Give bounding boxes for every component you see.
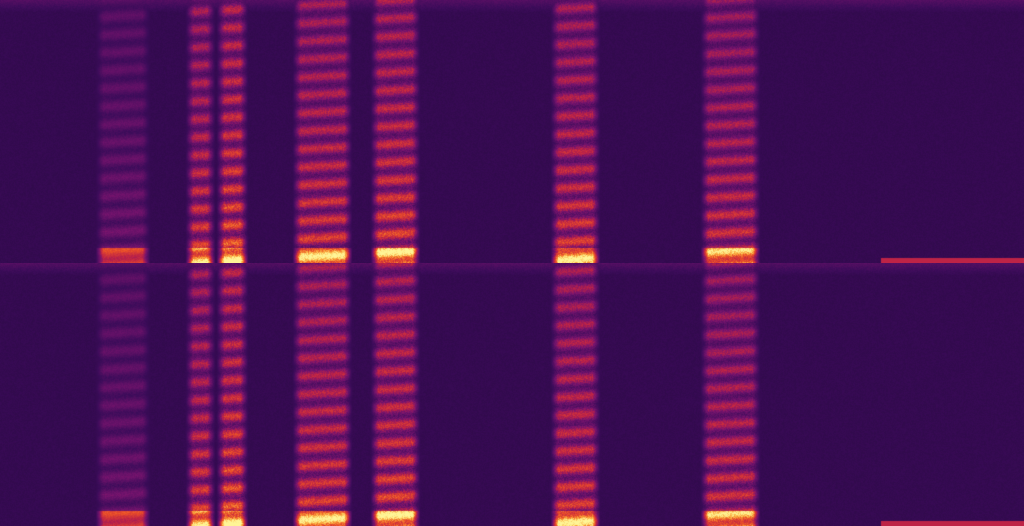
spectrogram-channel-1 (0, 0, 1024, 263)
spectrogram-channel-2 (0, 263, 1024, 526)
